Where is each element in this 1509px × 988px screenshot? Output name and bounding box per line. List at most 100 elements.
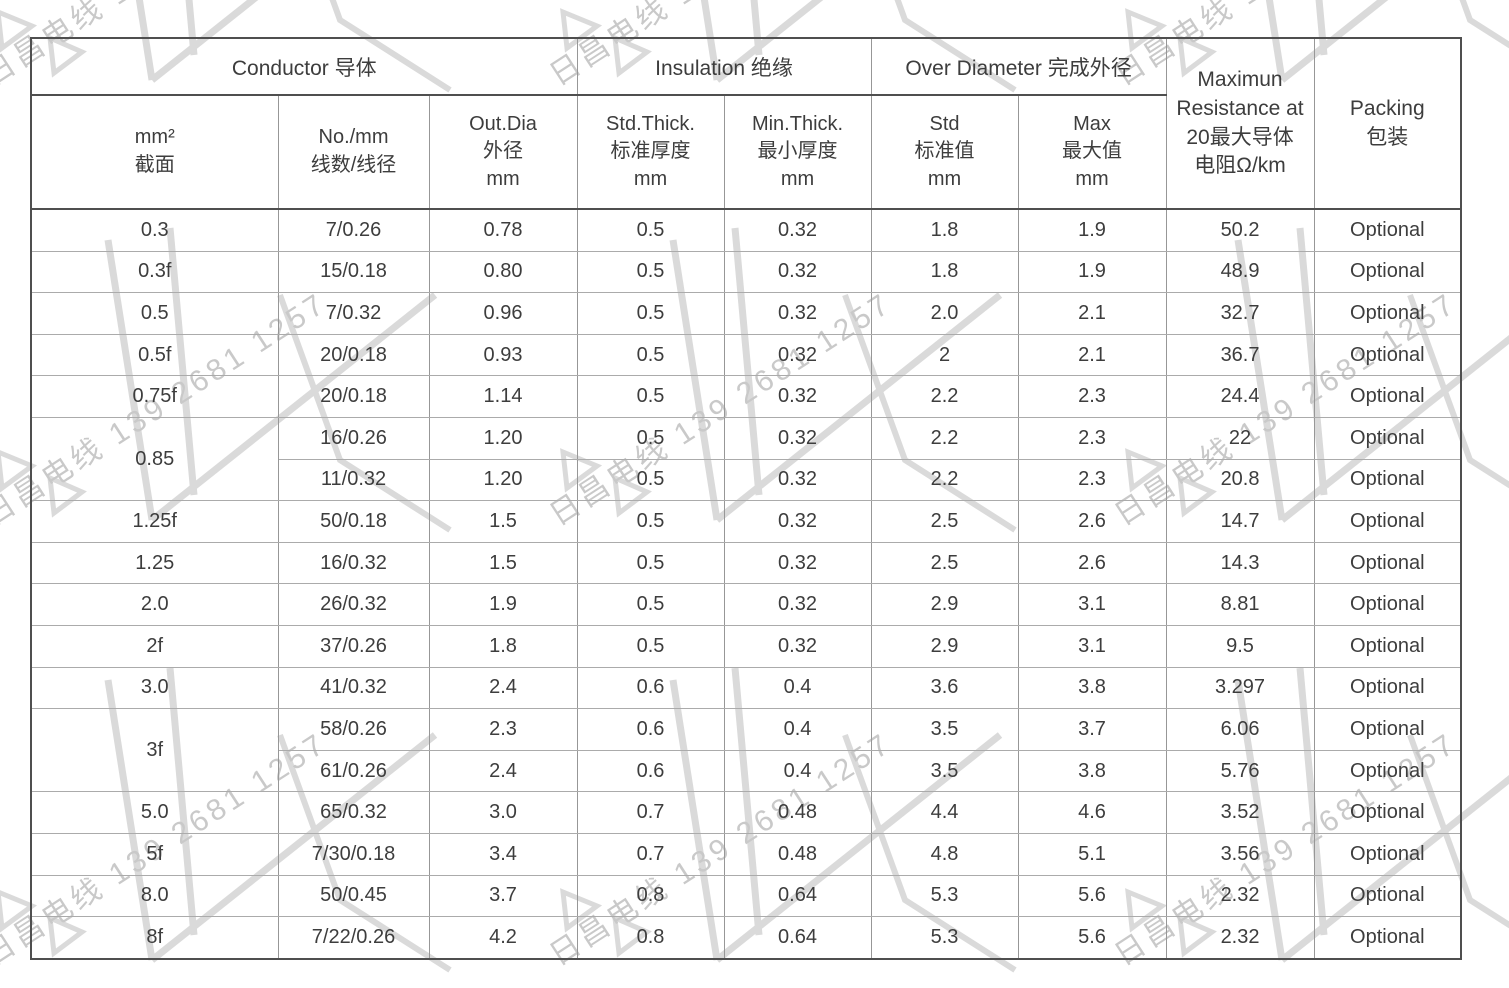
- cell-5: 3.1: [1017, 583, 1167, 626]
- cell-3: 0.4: [723, 749, 872, 793]
- cell-4: 2.0: [870, 292, 1019, 335]
- cell-4: 2.9: [870, 583, 1019, 626]
- cell-size: 8f: [30, 916, 279, 960]
- cell-3: 0.32: [723, 333, 872, 377]
- cell-6: 5.76: [1165, 749, 1315, 793]
- cell-size: 0.75f: [30, 375, 279, 418]
- cell-7: Optional: [1313, 541, 1462, 585]
- cell-0: 7/0.32: [277, 292, 430, 335]
- cell-2: 0.5: [576, 583, 725, 626]
- cell-3: 0.32: [723, 500, 872, 543]
- cell-5: 2.6: [1017, 541, 1167, 585]
- table-row: 1.25f 50/0.18 1.5 0.5 0.32 2.5 2.6 14.7 Optional: [30, 500, 1462, 543]
- cell-3: 0.32: [723, 250, 872, 294]
- cell-7: Optional: [1313, 749, 1462, 793]
- cell-2: 0.6: [576, 708, 725, 751]
- cell-1: 1.5: [428, 541, 578, 585]
- cell-0: 16/0.32: [277, 541, 430, 585]
- table-row: 0.5f 20/0.18 0.93 0.5 0.32 2 2.1 36.7 Optional: [30, 333, 1462, 377]
- cell-7: Optional: [1313, 708, 1462, 751]
- sub-header-0: mm² 截面: [30, 94, 279, 210]
- cell-4: 3.5: [870, 749, 1019, 793]
- cell-7: Optional: [1313, 832, 1462, 876]
- cell-1: 1.9: [428, 583, 578, 626]
- cell-size: 0.3f: [30, 250, 279, 294]
- cell-6: 22: [1165, 416, 1315, 460]
- cell-1: 3.7: [428, 874, 578, 918]
- cell-0: 15/0.18: [277, 250, 430, 294]
- sub-header-1: No./mm 线数/线径: [277, 94, 430, 210]
- cell-1: 3.4: [428, 832, 578, 876]
- table-row: 3.0 41/0.32 2.4 0.6 0.4 3.6 3.8 3.297 Optional: [30, 666, 1462, 710]
- sub-header-5: Std 标准值 mm: [870, 94, 1019, 210]
- cell-7: Optional: [1313, 208, 1462, 252]
- cell-0: 58/0.26: [277, 708, 430, 751]
- cell-7: Optional: [1313, 458, 1462, 502]
- cell-4: 2.2: [870, 416, 1019, 460]
- cell-7: Optional: [1313, 250, 1462, 294]
- cell-size: 3f: [30, 708, 279, 793]
- cell-5: 3.1: [1017, 624, 1167, 668]
- cell-2: 0.5: [576, 333, 725, 377]
- table-row: 0.3f 15/0.18 0.80 0.5 0.32 1.8 1.9 48.9 Optional: [30, 250, 1462, 294]
- cell-0: 7/22/0.26: [277, 916, 430, 960]
- cell-4: 4.8: [870, 832, 1019, 876]
- cell-6: 50.2: [1165, 208, 1315, 252]
- cell-size: 1.25f: [30, 500, 279, 543]
- cell-5: 5.6: [1017, 874, 1167, 918]
- cell-7: Optional: [1313, 916, 1462, 960]
- cell-5: 3.8: [1017, 749, 1167, 793]
- cell-4: 1.8: [870, 250, 1019, 294]
- cell-size: 3.0: [30, 666, 279, 710]
- cell-size: 8.0: [30, 874, 279, 918]
- cell-5: 2.3: [1017, 416, 1167, 460]
- table-row: 0.5 7/0.32 0.96 0.5 0.32 2.0 2.1 32.7 Optional: [30, 292, 1462, 335]
- cell-1: 3.0: [428, 791, 578, 834]
- cell-size: 2f: [30, 624, 279, 668]
- cell-1: 0.80: [428, 250, 578, 294]
- cell-2: 0.5: [576, 500, 725, 543]
- cell-0: 61/0.26: [277, 749, 430, 793]
- cell-5: 2.3: [1017, 458, 1167, 502]
- cell-3: 0.64: [723, 916, 872, 960]
- cell-4: 1.8: [870, 208, 1019, 252]
- cell-size: 0.3: [30, 208, 279, 252]
- cell-4: 2.2: [870, 458, 1019, 502]
- cell-5: 5.1: [1017, 832, 1167, 876]
- cell-2: 0.7: [576, 832, 725, 876]
- cell-3: 0.64: [723, 874, 872, 918]
- cell-2: 0.5: [576, 458, 725, 502]
- cell-4: 3.5: [870, 708, 1019, 751]
- cell-2: 0.5: [576, 208, 725, 252]
- cell-7: Optional: [1313, 666, 1462, 710]
- group-header-2: Over Diameter 完成外径: [870, 37, 1167, 96]
- cell-2: 0.5: [576, 292, 725, 335]
- cell-6: 8.81: [1165, 583, 1315, 626]
- cell-size: 0.5: [30, 292, 279, 335]
- cell-3: 0.32: [723, 458, 872, 502]
- cell-size: 5f: [30, 832, 279, 876]
- cell-size: 2.0: [30, 583, 279, 626]
- cell-0: 7/30/0.18: [277, 832, 430, 876]
- cell-2: 0.5: [576, 375, 725, 418]
- table-row: 2.0 26/0.32 1.9 0.5 0.32 2.9 3.1 8.81 Optional: [30, 583, 1462, 626]
- cell-2: 0.5: [576, 624, 725, 668]
- cell-1: 0.93: [428, 333, 578, 377]
- cell-2: 0.8: [576, 916, 725, 960]
- cell-5: 2.3: [1017, 375, 1167, 418]
- group-header-1: Insulation 绝缘: [576, 37, 872, 96]
- cell-2: 0.6: [576, 666, 725, 710]
- cell-4: 5.3: [870, 916, 1019, 960]
- cell-0: 65/0.32: [277, 791, 430, 834]
- cell-5: 1.9: [1017, 208, 1167, 252]
- cell-5: 3.8: [1017, 666, 1167, 710]
- table-row: 8.0 50/0.45 3.7 0.8 0.64 5.3 5.6 2.32 Optional: [30, 874, 1462, 918]
- tall-header-0: Maximun Resistance at 20最大导体 电阻Ω/km: [1165, 37, 1315, 210]
- cell-2: 0.5: [576, 541, 725, 585]
- spec-sheet: Conductor 导体 Insulation 绝缘 Over Diameter 完…: [30, 37, 1463, 960]
- cell-size: 1.25: [30, 541, 279, 585]
- cell-5: 2.1: [1017, 333, 1167, 377]
- table-row: 3f 58/0.26 2.3 0.6 0.4 3.5 3.7 6.06 Optional: [30, 708, 1462, 793]
- cell-7: Optional: [1313, 416, 1462, 460]
- cell-4: 2.2: [870, 375, 1019, 418]
